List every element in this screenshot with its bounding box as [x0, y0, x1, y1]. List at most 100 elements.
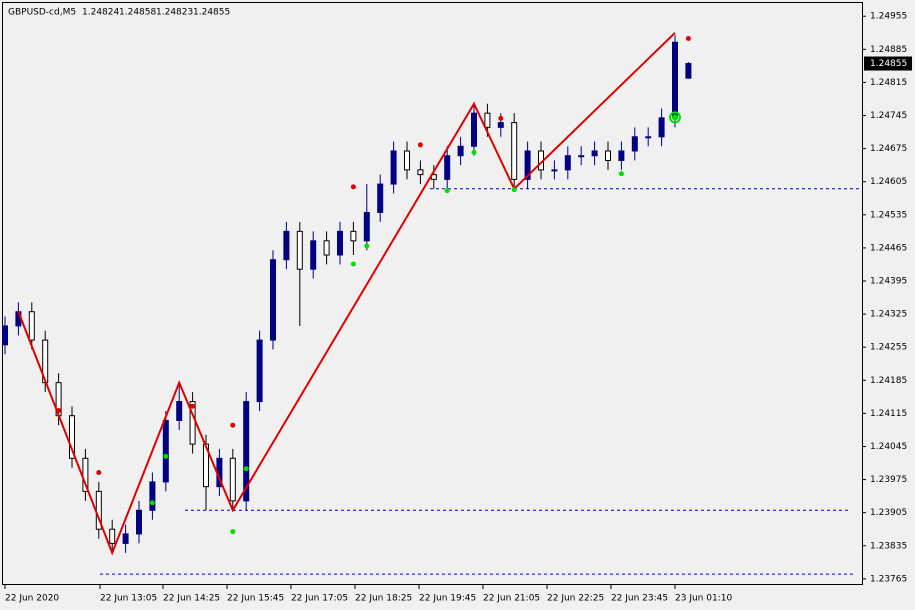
y-tick-label: 1.23835 — [870, 541, 907, 551]
signal-dot — [618, 171, 624, 177]
candle-body — [551, 169, 558, 172]
x-tick-label: 22 Jun 23:45 — [611, 594, 668, 604]
header-ohlc: 1.24823 — [156, 8, 193, 18]
header-ohlc: 1.24824 — [82, 8, 119, 18]
signal-dot — [230, 529, 236, 535]
header-ohlc: 1.24858 — [119, 8, 156, 18]
candle-body — [283, 230, 290, 261]
candle-body — [524, 150, 531, 180]
signal-dot — [417, 142, 423, 148]
signal-dot — [190, 403, 196, 409]
signal-dot — [511, 187, 517, 193]
x-tick-label: 22 Jun 2020 — [5, 594, 59, 604]
candle-body — [444, 155, 451, 180]
candle-body — [310, 240, 317, 270]
candle-body — [484, 112, 491, 128]
y-tick-label: 1.24885 — [870, 45, 907, 55]
y-tick-label: 1.24325 — [870, 310, 907, 320]
candle-body — [363, 211, 370, 242]
candle-body — [377, 183, 384, 213]
x-tick-label: 22 Jun 13:05 — [100, 594, 157, 604]
signal-dot — [364, 243, 370, 249]
y-tick-label: 1.23905 — [870, 508, 907, 518]
signal-ring — [669, 111, 681, 124]
signal-dot — [96, 469, 102, 475]
y-tick-label: 1.24115 — [870, 409, 907, 419]
y-tick-label: 1.24675 — [870, 144, 907, 154]
candle-body — [591, 150, 598, 157]
candle-body — [270, 259, 276, 341]
symbol: GBPUSD-cd,M5 — [8, 8, 76, 18]
candle-body — [28, 311, 35, 341]
candle-body — [122, 533, 129, 544]
x-tick-label: 23 Jun 01:10 — [675, 594, 732, 604]
candle-body — [672, 41, 678, 119]
candle-body — [404, 150, 410, 171]
candle-body — [578, 155, 585, 158]
signal-dot — [672, 114, 678, 121]
x-tick-label: 22 Jun 18:25 — [355, 594, 412, 604]
candle-body — [618, 150, 625, 161]
current-price: 1.24855 — [870, 59, 907, 69]
x-tick-label: 22 Jun 21:05 — [483, 594, 540, 604]
y-tick-label: 1.24465 — [870, 243, 907, 253]
y-tick-label: 1.24185 — [870, 376, 907, 386]
candle-body — [229, 457, 236, 502]
signal-dot — [444, 188, 450, 194]
y-tick-label: 1.24745 — [870, 111, 907, 121]
y-tick-label: 1.24395 — [870, 276, 907, 286]
candle-body — [243, 401, 250, 502]
candle-body — [323, 240, 330, 256]
x-tick-label: 22 Jun 15:45 — [227, 594, 284, 604]
signal-dot — [163, 453, 169, 459]
price-box — [864, 56, 912, 71]
candle-body — [605, 150, 611, 161]
plot-frame — [2, 2, 863, 585]
signal-dot — [230, 422, 236, 428]
candle-body — [645, 136, 652, 139]
y-tick-label: 1.23765 — [870, 574, 907, 584]
x-tick-label: 22 Jun 19:45 — [419, 594, 476, 604]
candle-body — [2, 325, 8, 346]
signal-dot — [149, 500, 155, 506]
candle-body — [296, 230, 303, 270]
signal-dot — [243, 466, 249, 472]
candle-body — [176, 401, 183, 421]
candle-body — [457, 145, 464, 157]
candle-body — [69, 415, 75, 459]
candle-body — [417, 169, 424, 176]
signal-dot — [56, 408, 62, 414]
signal-dot — [350, 184, 356, 190]
candle-body — [109, 528, 116, 544]
x-tick-label: 22 Jun 14:25 — [163, 594, 220, 604]
y-tick-label: 1.24045 — [870, 442, 907, 452]
y-tick-label: 1.24955 — [870, 12, 907, 22]
y-tick-label: 1.24255 — [870, 343, 907, 353]
candle-body — [390, 150, 397, 185]
y-tick-label: 1.24815 — [870, 78, 907, 88]
candle-body — [564, 155, 571, 171]
candle-body — [149, 481, 156, 511]
candle-body — [337, 230, 343, 256]
signal-dot — [498, 115, 504, 121]
candle-body — [511, 122, 518, 180]
candle-body — [256, 339, 263, 403]
y-tick-label: 1.24535 — [870, 210, 907, 220]
signal-dot — [685, 35, 691, 41]
header-ohlc: 1.24855 — [193, 8, 230, 18]
signal-dot — [471, 149, 477, 155]
candle-body — [162, 419, 169, 483]
y-tick-label: 1.23975 — [870, 475, 907, 485]
candle-body — [350, 230, 357, 242]
candle-body — [497, 122, 504, 128]
candle-body — [471, 112, 477, 147]
candle-body — [136, 509, 142, 535]
candle-body — [631, 136, 638, 152]
x-tick-label: 22 Jun 22:25 — [547, 594, 604, 604]
candle-body — [658, 117, 665, 138]
signal-dot — [350, 261, 356, 267]
x-tick-label: 22 Jun 17:05 — [291, 594, 348, 604]
y-tick-label: 1.24605 — [870, 177, 907, 187]
candle-body — [685, 63, 692, 79]
